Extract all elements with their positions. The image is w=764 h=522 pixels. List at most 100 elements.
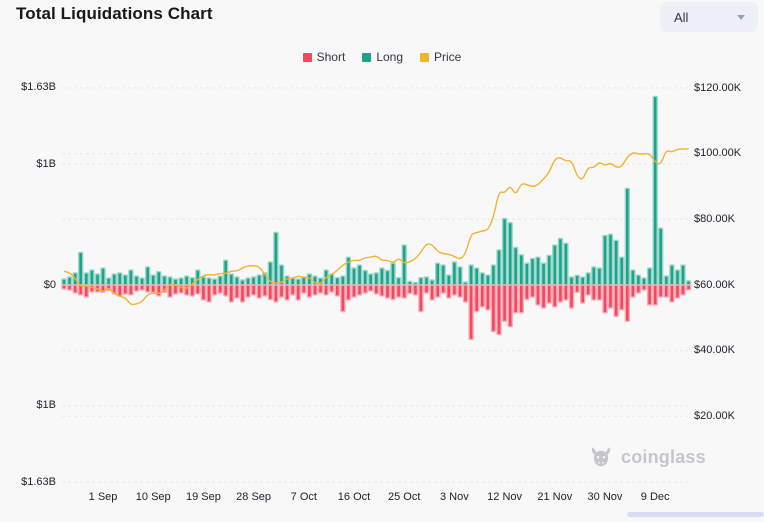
bar-short[interactable] <box>563 284 569 301</box>
bar-short[interactable] <box>457 284 463 298</box>
bar-short[interactable] <box>418 284 424 313</box>
bar-long[interactable] <box>105 277 112 286</box>
bar-long[interactable] <box>490 264 497 286</box>
bar-short[interactable] <box>234 284 240 299</box>
bar-long[interactable] <box>77 251 84 286</box>
bar-long[interactable] <box>585 272 591 286</box>
bar-long[interactable] <box>150 274 156 286</box>
bar-long[interactable] <box>245 277 251 286</box>
bar-short[interactable] <box>256 284 262 299</box>
bar-long[interactable] <box>557 237 564 286</box>
bar-short[interactable] <box>624 284 630 322</box>
bar-short[interactable] <box>384 284 391 299</box>
bar-long[interactable] <box>485 274 491 286</box>
bar-long[interactable] <box>362 269 368 286</box>
legend-item-long[interactable]: Long <box>362 50 403 64</box>
bar-long[interactable] <box>568 276 575 286</box>
bar-short[interactable] <box>200 284 207 301</box>
bar-short[interactable] <box>485 284 491 311</box>
bar-short[interactable] <box>490 284 497 333</box>
bar-short[interactable] <box>262 284 268 297</box>
bar-long[interactable] <box>513 246 519 286</box>
bar-long[interactable] <box>128 269 134 286</box>
bar-short[interactable] <box>479 284 485 308</box>
bar-short[interactable] <box>211 284 218 296</box>
bar-short[interactable] <box>144 284 151 293</box>
bar-short[interactable] <box>395 284 402 298</box>
bar-long[interactable] <box>206 277 212 286</box>
bar-short[interactable] <box>122 284 129 295</box>
bar-long[interactable] <box>602 234 608 286</box>
bar-long[interactable] <box>479 272 485 286</box>
price-line[interactable] <box>63 148 689 306</box>
bar-short[interactable] <box>312 284 318 296</box>
bar-short[interactable] <box>513 284 519 314</box>
bar-short[interactable] <box>167 284 173 298</box>
bar-short[interactable] <box>267 284 273 301</box>
bar-short[interactable] <box>524 284 530 301</box>
bar-short[interactable] <box>446 284 452 299</box>
bar-long[interactable] <box>591 266 597 286</box>
bar-short[interactable] <box>273 284 279 303</box>
bar-short[interactable] <box>652 284 658 306</box>
bar-short[interactable] <box>245 284 251 298</box>
bar-short[interactable] <box>72 284 78 294</box>
bar-short[interactable] <box>641 284 647 291</box>
bar-short[interactable] <box>546 284 552 304</box>
bar-short[interactable] <box>250 284 257 296</box>
bar-short[interactable] <box>407 284 413 295</box>
bar-short[interactable] <box>496 284 502 336</box>
bar-long[interactable] <box>563 242 569 286</box>
bar-long[interactable] <box>373 272 379 286</box>
bar-long[interactable] <box>61 278 67 286</box>
liquidations-plot[interactable] <box>0 36 764 517</box>
bar-long[interactable] <box>451 261 458 286</box>
bar-long[interactable] <box>390 262 396 286</box>
bar-short[interactable] <box>295 284 301 301</box>
bar-long[interactable] <box>122 274 129 286</box>
bar-short[interactable] <box>222 284 229 297</box>
bar-long[interactable] <box>501 217 508 286</box>
bar-short[interactable] <box>501 284 508 322</box>
bar-short[interactable] <box>613 284 619 318</box>
bar-long[interactable] <box>435 262 441 286</box>
bar-short[interactable] <box>630 284 636 298</box>
legend-item-short[interactable]: Short <box>302 50 345 64</box>
bar-short[interactable] <box>540 284 547 309</box>
bar-long[interactable] <box>290 277 296 286</box>
bar-long[interactable] <box>379 267 385 286</box>
bar-short[interactable] <box>529 284 536 298</box>
bar-short[interactable] <box>61 284 67 290</box>
bar-short[interactable] <box>156 284 162 297</box>
bar-short[interactable] <box>412 284 419 296</box>
bar-short[interactable] <box>334 284 340 297</box>
bar-short[interactable] <box>596 284 603 301</box>
bar-long[interactable] <box>663 275 669 286</box>
bar-short[interactable] <box>150 284 156 294</box>
bar-long[interactable] <box>535 256 541 286</box>
bar-long[interactable] <box>552 244 558 286</box>
bar-long[interactable] <box>457 266 463 286</box>
bar-long[interactable] <box>183 275 190 286</box>
bar-short[interactable] <box>552 284 558 308</box>
bar-long[interactable] <box>580 276 586 286</box>
bar-short[interactable] <box>680 284 686 296</box>
bar-long[interactable] <box>524 262 530 286</box>
bar-long[interactable] <box>540 262 547 286</box>
bar-long[interactable] <box>619 256 625 286</box>
bar-short[interactable] <box>195 284 201 295</box>
bar-long[interactable] <box>89 269 95 286</box>
bar-long[interactable] <box>356 264 363 286</box>
bar-long[interactable] <box>641 277 647 286</box>
bar-long[interactable] <box>144 266 151 286</box>
bar-long[interactable] <box>596 267 603 286</box>
bar-short[interactable] <box>83 284 90 298</box>
bar-long[interactable] <box>83 272 90 286</box>
bar-long[interactable] <box>195 269 201 286</box>
bar-long[interactable] <box>395 277 402 286</box>
time-range-dropdown[interactable]: All <box>660 2 758 32</box>
bar-long[interactable] <box>295 278 301 286</box>
bar-short[interactable] <box>368 284 374 292</box>
bar-short[interactable] <box>390 284 396 301</box>
bar-short[interactable] <box>602 284 608 314</box>
